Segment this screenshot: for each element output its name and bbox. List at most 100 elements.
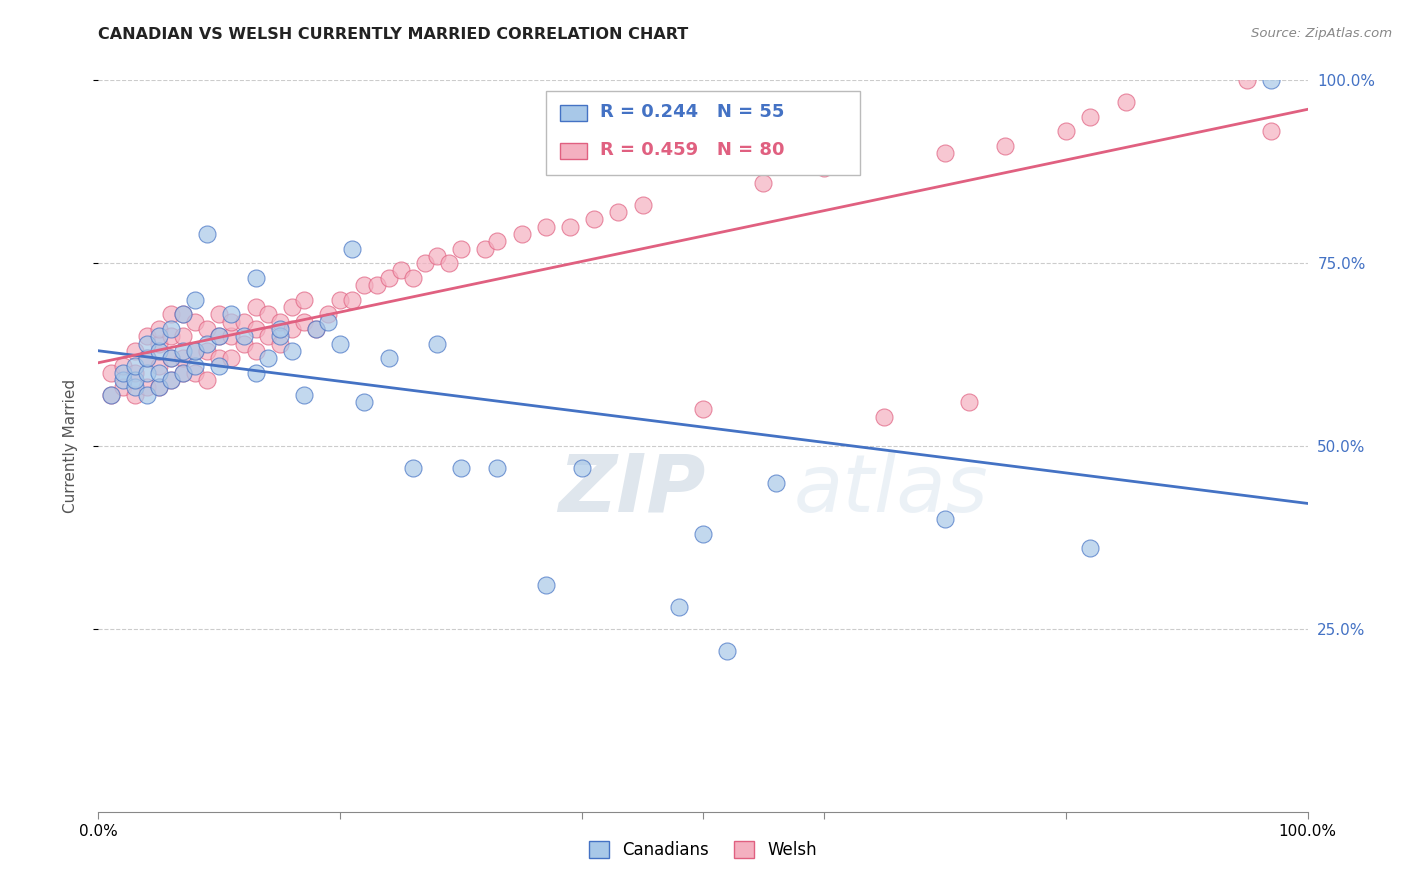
- Point: [316, 307, 339, 321]
- Point: [571, 461, 593, 475]
- Point: [607, 205, 630, 219]
- Text: R = 0.244   N = 55: R = 0.244 N = 55: [600, 103, 785, 120]
- Point: [1260, 73, 1282, 87]
- Point: [135, 366, 157, 380]
- Point: [221, 351, 243, 366]
- Point: [353, 395, 375, 409]
- Point: [1260, 124, 1282, 138]
- Point: [135, 351, 157, 366]
- Point: [172, 343, 194, 358]
- Point: [765, 475, 787, 490]
- Point: [111, 359, 134, 373]
- Point: [474, 242, 496, 256]
- Point: [558, 219, 581, 234]
- Point: [135, 388, 157, 402]
- Point: [934, 512, 956, 526]
- Point: [281, 343, 304, 358]
- Point: [292, 293, 315, 307]
- Point: [269, 322, 291, 336]
- Point: [534, 578, 557, 592]
- Text: atlas: atlas: [793, 450, 988, 529]
- Point: [402, 270, 425, 285]
- Point: [111, 373, 134, 387]
- Point: [124, 380, 146, 394]
- Text: R = 0.459   N = 80: R = 0.459 N = 80: [600, 141, 785, 159]
- Y-axis label: Currently Married: Currently Married: [63, 379, 77, 513]
- Point: [486, 234, 509, 248]
- Point: [1054, 124, 1077, 138]
- Point: [148, 329, 170, 343]
- Point: [269, 315, 291, 329]
- Point: [160, 307, 183, 321]
- Text: Source: ZipAtlas.com: Source: ZipAtlas.com: [1251, 27, 1392, 40]
- Point: [256, 351, 278, 366]
- Point: [148, 380, 170, 394]
- Point: [994, 139, 1017, 153]
- Point: [135, 336, 157, 351]
- Point: [510, 227, 533, 241]
- Point: [208, 329, 231, 343]
- Point: [184, 343, 207, 358]
- Point: [305, 322, 328, 336]
- Point: [124, 366, 146, 380]
- Point: [160, 351, 183, 366]
- Point: [305, 322, 328, 336]
- Point: [124, 343, 146, 358]
- Point: [172, 307, 194, 321]
- Point: [148, 380, 170, 394]
- Point: [377, 270, 399, 285]
- Point: [1115, 95, 1137, 110]
- Point: [631, 197, 654, 211]
- Point: [195, 336, 218, 351]
- Point: [160, 322, 183, 336]
- Point: [450, 242, 472, 256]
- Point: [437, 256, 460, 270]
- Point: [873, 409, 896, 424]
- Point: [184, 315, 207, 329]
- Point: [148, 336, 170, 351]
- Point: [195, 227, 218, 241]
- Point: [172, 307, 194, 321]
- Point: [353, 278, 375, 293]
- Point: [813, 161, 835, 175]
- Point: [692, 526, 714, 541]
- Bar: [561, 105, 586, 121]
- Point: [195, 322, 218, 336]
- Point: [245, 343, 267, 358]
- Point: [100, 366, 122, 380]
- Point: [426, 249, 449, 263]
- Point: [221, 315, 243, 329]
- Point: [534, 219, 557, 234]
- Point: [111, 366, 134, 380]
- Point: [148, 322, 170, 336]
- Point: [184, 293, 207, 307]
- Point: [160, 373, 183, 387]
- Point: [232, 329, 254, 343]
- Point: [292, 315, 315, 329]
- Point: [389, 263, 412, 277]
- Point: [245, 300, 267, 314]
- Bar: [561, 144, 586, 160]
- Point: [172, 351, 194, 366]
- Point: [256, 329, 278, 343]
- Point: [281, 300, 304, 314]
- Point: [208, 329, 231, 343]
- Point: [208, 307, 231, 321]
- Point: [329, 336, 352, 351]
- Point: [160, 329, 183, 343]
- Point: [957, 395, 980, 409]
- Point: [195, 343, 218, 358]
- Point: [111, 380, 134, 394]
- Point: [934, 146, 956, 161]
- Point: [124, 373, 146, 387]
- Point: [135, 380, 157, 394]
- Point: [172, 329, 194, 343]
- Point: [100, 388, 122, 402]
- Point: [281, 322, 304, 336]
- Point: [402, 461, 425, 475]
- Point: [208, 351, 231, 366]
- Point: [426, 336, 449, 351]
- Point: [245, 270, 267, 285]
- Point: [692, 402, 714, 417]
- Point: [148, 366, 170, 380]
